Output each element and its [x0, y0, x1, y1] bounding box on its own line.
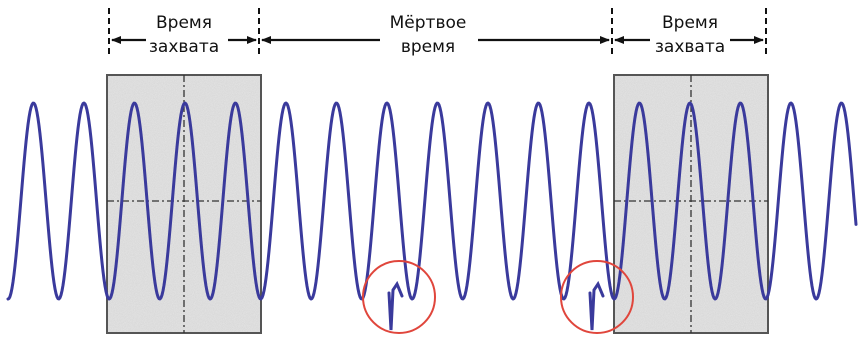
capture-window-left — [106, 74, 262, 334]
capture-window-right — [613, 74, 769, 334]
capture-time-label-right-line2: захвата — [655, 37, 725, 57]
signal-waveform — [6, 101, 858, 301]
boundary-markers — [108, 8, 767, 58]
capture-time-label-left-line2: захвата — [149, 37, 219, 57]
glitch-highlight-circle-left — [362, 260, 436, 334]
glitch-highlight-circle-right — [560, 260, 634, 334]
capture-time-label-right-line1: Время — [662, 13, 718, 33]
dead-time-label-line2: время — [401, 37, 455, 57]
capture-time-label-left-line1: Время — [156, 13, 212, 33]
window-crosshairs — [107, 75, 768, 333]
dead-time-label-line1: Мёртвое — [390, 13, 467, 33]
glitch-spikes — [387, 280, 605, 331]
